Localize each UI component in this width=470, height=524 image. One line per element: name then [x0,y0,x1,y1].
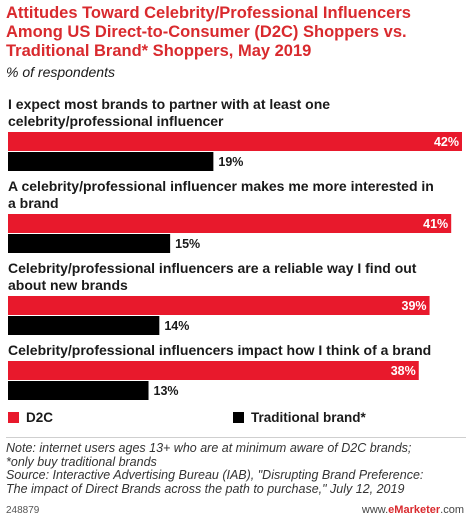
chart-id: 248879 [6,505,40,516]
divider [6,437,466,438]
legend-label-traditional: Traditional brand* [251,410,366,425]
category-label: Celebrity/professional influencers impac… [8,342,431,358]
data-label-traditional: 14% [164,319,189,333]
category-label: I expect most brands to partner with at … [8,96,330,112]
data-label-traditional: 19% [218,155,243,169]
legend: D2C Traditional brand* [8,410,468,430]
bar-d2c [8,132,462,151]
bar-chart: I expect most brands to partner with at … [8,96,462,400]
chart-title: Attitudes Toward Celebrity/Professional … [6,4,411,60]
note-line: Note: internet users ages 13+ who are at… [6,441,412,455]
bar-d2c [8,296,430,315]
category-label: a brand [8,195,59,211]
legend-label-d2c: D2C [26,410,54,425]
bar-traditional [8,316,160,335]
note-line: *only buy traditional brands [6,454,157,469]
data-label-d2c: 41% [423,217,448,231]
bar-traditional [8,234,171,253]
category-label: A celebrity/professional influencer make… [8,178,434,194]
legend-swatch-d2c [8,412,19,423]
data-label-d2c: 42% [434,135,459,149]
category-label: about new brands [8,277,128,293]
data-label-d2c: 39% [402,299,427,313]
bar-traditional [8,381,149,400]
site-credit: www.eMarketer.com [362,504,464,516]
notes: Note: internet users ages 13+ who are at… [6,441,468,496]
category-label: Celebrity/professional influencers are a… [8,260,417,276]
bar-traditional [8,152,214,171]
source-line: The impact of Direct Brands across the p… [6,481,405,496]
bar-d2c [8,361,419,380]
data-label-traditional: 13% [154,384,179,398]
data-label-d2c: 38% [391,364,416,378]
legend-swatch-traditional [233,412,244,423]
data-label-traditional: 15% [175,237,200,251]
site-brand: eMarketer [388,504,441,516]
category-label: celebrity/professional influencer [8,113,224,129]
legend-item-traditional: Traditional brand* [233,410,366,425]
site-suffix: .com [440,504,464,516]
site-prefix: www. [361,504,389,516]
legend-item-d2c: D2C [8,410,53,425]
chart-subtitle: % of respondents [6,64,115,80]
bar-d2c [8,214,452,233]
source-line: Source: Interactive Advertising Bureau (… [6,468,424,483]
